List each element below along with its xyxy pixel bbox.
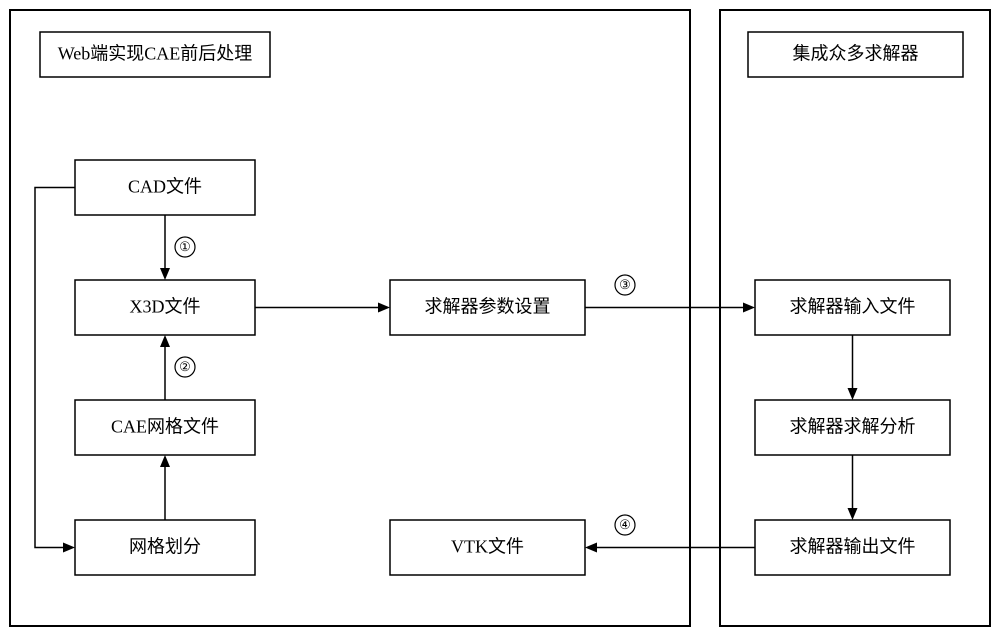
node-label-solver_run: 求解器求解分析 — [790, 417, 916, 437]
node-label-solver_out: 求解器输出文件 — [790, 537, 916, 557]
node-label-cad: CAD文件 — [128, 177, 202, 197]
title-label-left: Web端实现CAE前后处理 — [58, 44, 253, 64]
node-label-vtk: VTK文件 — [451, 537, 524, 557]
edge-params-solver_in — [585, 303, 755, 313]
edge-solver_in-solver_run — [848, 335, 858, 400]
marker-label-m1: ① — [179, 239, 191, 254]
node-label-meshing: 网格划分 — [129, 537, 201, 557]
node-label-x3d: X3D文件 — [130, 297, 201, 317]
node-label-cae_mesh: CAE网格文件 — [111, 417, 219, 437]
marker-label-m3: ③ — [619, 277, 631, 292]
edge-meshing-cae_mesh — [160, 455, 170, 520]
edge-solver_out-vtk — [585, 543, 755, 553]
edge-cae_mesh-x3d — [160, 335, 170, 400]
marker-label-m2: ② — [179, 359, 191, 374]
title-label-right: 集成众多求解器 — [793, 44, 919, 64]
edge-cad-x3d — [160, 215, 170, 280]
marker-label-m4: ④ — [619, 517, 631, 532]
edge-solver_run-solver_out — [848, 455, 858, 520]
diagram-canvas: Web端实现CAE前后处理 集成众多求解器 CAD文件 X3D文件 CAE网格文件网格划… — [0, 0, 1000, 636]
node-label-params: 求解器参数设置 — [425, 297, 551, 317]
edge-x3d-params — [255, 303, 390, 313]
node-label-solver_in: 求解器输入文件 — [790, 297, 916, 317]
edge-cad-meshing — [35, 188, 75, 553]
